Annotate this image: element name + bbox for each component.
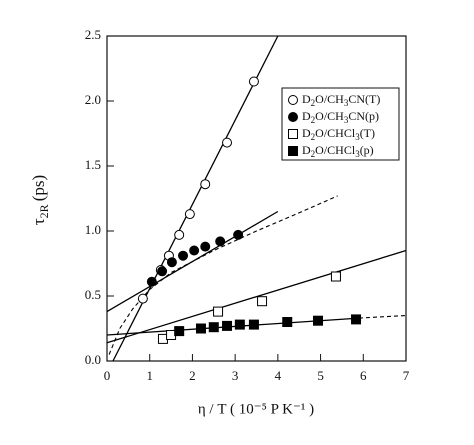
- x-tick-label: 5: [317, 368, 324, 383]
- data-point: [215, 236, 226, 247]
- data-point: [174, 229, 185, 240]
- legend-box: [281, 87, 400, 161]
- fit-line: [106, 249, 407, 344]
- data-point: [222, 320, 233, 331]
- y-tick-label: 0.0: [85, 352, 101, 367]
- data-point: [184, 209, 195, 220]
- plot-frame: [106, 35, 407, 362]
- data-point: [166, 257, 177, 268]
- y-tick-label: 1.5: [85, 157, 101, 172]
- data-point: [248, 76, 259, 87]
- x-tick-label: 7: [403, 368, 410, 383]
- data-point: [213, 306, 224, 317]
- legend-label: D2O/CHCl3(T): [302, 126, 375, 142]
- data-point: [351, 314, 362, 325]
- y-tick-label: 0.5: [85, 287, 101, 302]
- x-tick-label: 4: [275, 368, 282, 383]
- data-point: [248, 319, 259, 330]
- y-tick-label: 2.0: [85, 92, 101, 107]
- data-point: [200, 179, 211, 190]
- dashed-curve: [108, 195, 338, 355]
- x-tick-label: 0: [104, 368, 111, 383]
- fit-line: [112, 35, 279, 362]
- data-point: [174, 326, 185, 337]
- x-axis-label: η / T ( 10⁻⁵ P K⁻¹ ): [198, 401, 314, 417]
- data-point: [234, 319, 245, 330]
- y-label-unit: (ps): [29, 175, 48, 201]
- data-point: [157, 266, 168, 277]
- data-point: [222, 137, 233, 148]
- legend-label: D2O/CH3CN(p): [302, 109, 379, 125]
- legend-label: D2O/CHCl3(p): [302, 143, 374, 159]
- x-tick-label: 2: [189, 368, 196, 383]
- data-point: [137, 293, 148, 304]
- data-point: [178, 250, 189, 261]
- data-point: [208, 322, 219, 333]
- legend-marker: [288, 129, 298, 139]
- x-tick-label: 1: [146, 368, 153, 383]
- dashed-curve: [358, 314, 407, 319]
- x-tick-label: 6: [360, 368, 367, 383]
- y-tick-label: 2.5: [85, 27, 101, 42]
- data-point: [146, 276, 157, 287]
- legend-marker: [288, 146, 298, 156]
- data-point: [282, 317, 293, 327]
- y-label-symbol: τ: [29, 218, 48, 225]
- y-axis-label: τ2R (ps): [29, 175, 51, 225]
- data-point: [313, 315, 324, 326]
- x-tick-label: 3: [232, 368, 239, 383]
- data-point: [200, 241, 211, 252]
- data-point: [195, 323, 206, 334]
- y-label-subscript: 2R: [37, 204, 51, 218]
- data-point: [257, 296, 268, 307]
- legend-label: D2O/CH3CN(T): [302, 92, 380, 108]
- y-tick-label: 1.0: [85, 222, 101, 237]
- data-point: [330, 271, 341, 282]
- data-point: [233, 229, 244, 240]
- data-point: [189, 245, 200, 256]
- legend-marker: [288, 112, 298, 122]
- legend-marker: [288, 95, 298, 105]
